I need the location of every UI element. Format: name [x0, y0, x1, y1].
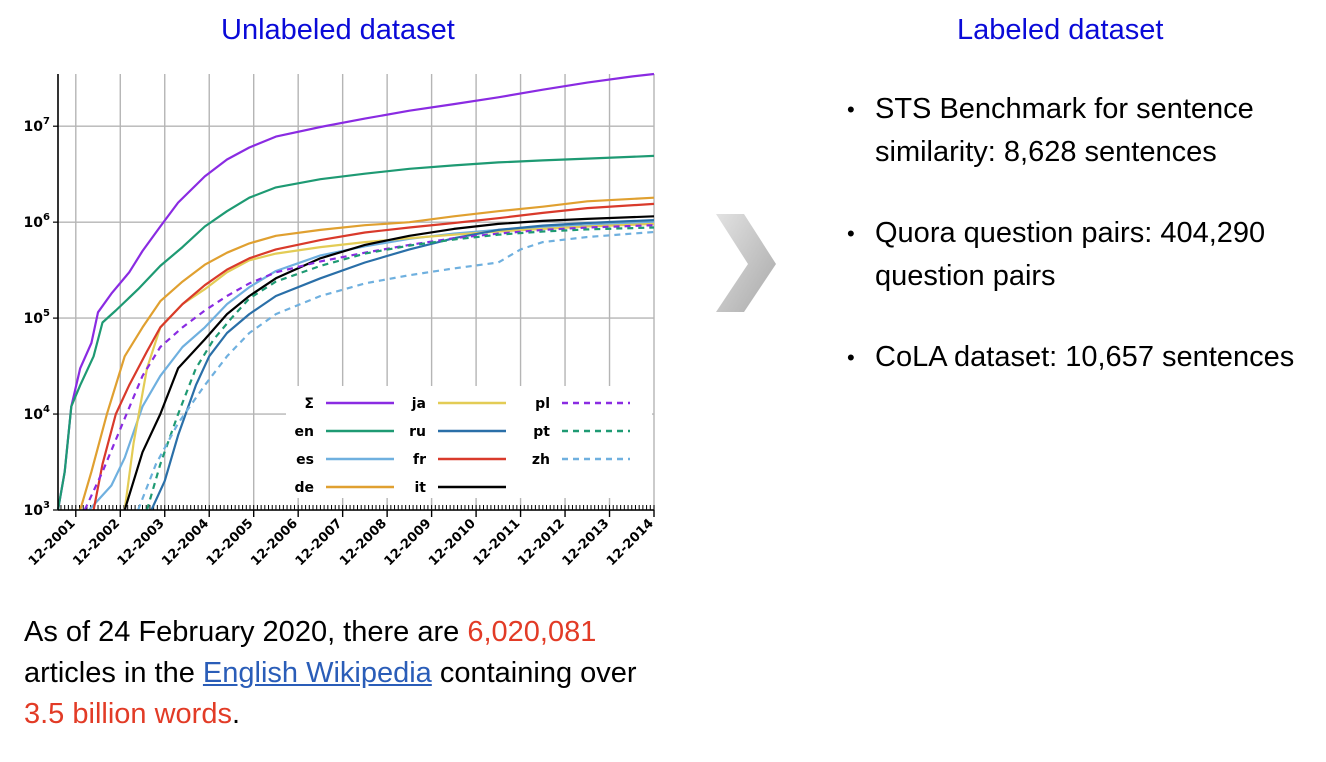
article-count: 6,020,081	[467, 616, 597, 648]
x-tick-label: 12-2013	[560, 516, 613, 569]
wikipedia-caption: As of 24 February 2020, there are 6,020,…	[24, 612, 664, 735]
word-count: 3.5 billion words	[24, 698, 232, 730]
x-tick-label: 12-2006	[248, 516, 301, 569]
list-item: • Quora question pairs: 404,290 question …	[843, 212, 1313, 298]
legend-label: it	[415, 480, 427, 496]
legend-label: pt	[533, 424, 550, 440]
y-tick-label: 107	[24, 116, 50, 135]
legend-label: en	[295, 424, 314, 440]
legend-label: es	[296, 452, 314, 468]
series-line-ja	[123, 222, 655, 511]
chevron-right-icon	[716, 214, 776, 312]
x-tick-label: 12-2004	[159, 516, 212, 569]
bullet-icon: •	[847, 97, 855, 122]
legend-label: zh	[532, 452, 550, 468]
y-axis-ticks: 103 104 105 106 107	[24, 116, 58, 519]
legend-box	[286, 386, 652, 498]
series-line-de	[79, 196, 655, 511]
x-tick-label: 12-2014	[604, 516, 657, 569]
legend-label: Σ	[304, 396, 314, 412]
labeled-dataset-list: • STS Benchmark for sentence similarity: …	[843, 88, 1313, 417]
series-line-en	[56, 154, 655, 511]
x-tick-label: 12-2005	[204, 516, 257, 569]
unlabeled-dataset-heading: Unlabeled dataset	[221, 14, 455, 46]
bullet-icon: •	[847, 221, 855, 246]
list-item: • CoLA dataset: 10,657 sentences	[843, 336, 1313, 379]
x-tick-label: 12-2003	[115, 516, 168, 569]
bullet-text-sts: STS Benchmark for sentence similarity: 8…	[875, 93, 1254, 168]
legend-label: fr	[413, 452, 426, 468]
labeled-dataset-heading: Labeled dataset	[957, 14, 1164, 46]
caption-text: .	[231, 698, 241, 730]
x-tick-label: 12-2009	[382, 516, 435, 569]
x-axis-ticks: 12-200112-200212-200312-200412-200512-20…	[26, 505, 657, 569]
x-tick-label: 12-2011	[471, 516, 524, 569]
english-wikipedia-link[interactable]: English Wikipedia	[202, 657, 432, 689]
series-line-it	[123, 215, 655, 511]
legend-label: ru	[409, 424, 426, 440]
series-line-pt	[145, 226, 655, 511]
series-line-fr	[92, 202, 655, 511]
y-tick-label: 103	[24, 500, 50, 519]
bullet-text-quora: Quora question pairs: 404,290 question p…	[875, 217, 1266, 292]
legend-label: de	[294, 480, 314, 496]
series-lines	[56, 72, 655, 511]
legend-label: ja	[411, 396, 426, 412]
bullet-text-cola: CoLA dataset: 10,657 sentences	[875, 341, 1295, 373]
chart-legend: Σen es de ja ru fr it pl pt zh	[286, 386, 652, 498]
series-line-zh	[137, 230, 655, 511]
caption-text: articles in the	[24, 657, 203, 689]
x-tick-label: 12-2002	[70, 516, 123, 569]
series-line-Σ	[56, 72, 655, 511]
y-tick-label: 106	[24, 212, 50, 231]
caption-text: As of 24 February 2020, there are	[24, 616, 468, 648]
series-line-pl	[83, 224, 655, 511]
x-tick-label: 12-2001	[26, 516, 79, 569]
x-tick-label: 12-2008	[337, 516, 390, 569]
legend-label: pl	[535, 396, 550, 412]
y-tick-label: 104	[24, 404, 50, 423]
x-tick-label: 12-2012	[515, 516, 568, 569]
list-item: • STS Benchmark for sentence similarity: …	[843, 88, 1313, 174]
x-tick-label: 12-2010	[426, 516, 479, 569]
bullet-icon: •	[847, 345, 855, 370]
chart-axes	[57, 74, 654, 511]
x-tick-label: 12-2007	[293, 516, 346, 569]
y-tick-label: 105	[24, 308, 50, 327]
caption-text: containing over	[431, 657, 637, 689]
